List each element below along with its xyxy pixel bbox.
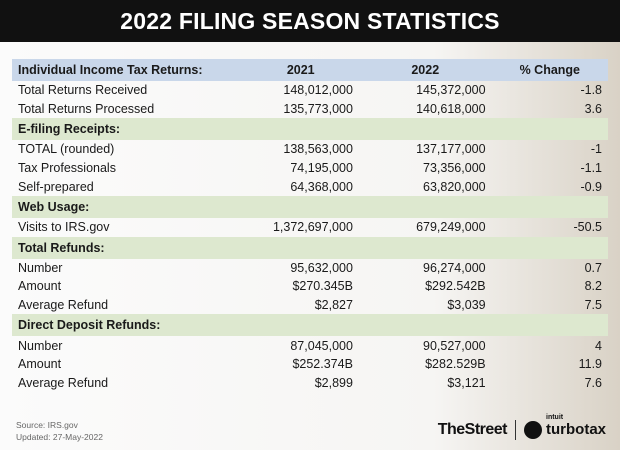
footer-notes: Source: IRS.gov Updated: 27-May-2022	[16, 419, 103, 443]
cell: 95,632,000	[290, 260, 353, 275]
row-label: Total Returns Processed	[18, 101, 155, 116]
table-row: Number 95,632,000 96,274,000 0.7	[12, 259, 608, 278]
cell: $270.345B	[292, 279, 353, 294]
updated: Updated: 27-May-2022	[16, 432, 103, 442]
row-label: Visits to IRS.gov	[18, 220, 110, 235]
cell: 137,177,000	[416, 142, 486, 157]
section-title: E-filing Receipts:	[12, 118, 608, 141]
cell: 96,274,000	[423, 260, 486, 275]
section-row: Total Refunds:	[12, 236, 608, 259]
cell: 11.9	[578, 357, 602, 372]
cell: $3,121	[447, 375, 486, 390]
table-row: TOTAL (rounded) 138,563,000 137,177,000 -1	[12, 140, 608, 159]
cell: -1	[590, 142, 602, 157]
cell: 135,773,000	[283, 101, 353, 116]
row-label: Average Refund	[18, 298, 109, 313]
row-label: Tax Professionals	[18, 161, 116, 176]
header-row: Individual Income Tax Returns: 2021 2022% …	[12, 59, 608, 81]
row-label: Self-prepared	[18, 179, 94, 194]
source: Source: IRS.gov	[16, 420, 78, 430]
row-label: TOTAL (rounded)	[18, 142, 115, 157]
section-title: Direct Deposit Refunds:	[12, 314, 608, 337]
cell: -1.1	[580, 161, 602, 176]
row-label: Average Refund	[18, 375, 109, 390]
table-row: Average Refund $2,899 $3,121 7.6	[12, 374, 608, 393]
table-row: Number 87,045,000 90,527,000 4	[12, 336, 608, 355]
cell: $2,899	[314, 375, 353, 390]
row-label: Amount	[18, 279, 62, 294]
table-row: Total Returns Received 148,012,000 145,372…	[12, 81, 608, 100]
row-label: Number	[18, 338, 63, 353]
table-row: Amount $270.345B $292.542B 8.2	[12, 277, 608, 296]
turbotax-logo: intuit turbotax	[524, 414, 606, 439]
turbotax-wordmark: intuit turbotax	[546, 414, 606, 439]
cell: 138,563,000	[283, 142, 353, 157]
cell: 145,372,000	[416, 83, 486, 98]
cell: $282.529B	[425, 357, 486, 372]
cell: 7.6	[584, 375, 602, 390]
title: 2022 FILING SEASON STATISTICS	[0, 0, 620, 42]
turbotax-icon	[524, 421, 542, 439]
cell: 63,820,000	[423, 179, 486, 194]
cell: 7.5	[584, 298, 602, 313]
section-title: Total Refunds:	[12, 236, 608, 259]
table-row: Total Returns Processed 135,773,000 140,61…	[12, 100, 608, 119]
separator	[515, 420, 516, 440]
section-row: E-filing Receipts:	[12, 118, 608, 141]
table-row: Self-prepared 64,368,000 63,820,000 -0.9	[12, 177, 608, 196]
table-row: Average Refund $2,827 $3,039 7.5	[12, 296, 608, 315]
cell: $3,039	[447, 298, 486, 313]
logos: TheStreet intuit turbotax	[437, 414, 606, 440]
cell: 140,618,000	[416, 101, 486, 116]
row-label: Amount	[18, 357, 62, 372]
stats-table: Individual Income Tax Returns: 2021 2022% …	[12, 59, 608, 392]
cell: -50.5	[573, 220, 603, 235]
cell: 1,372,697,000	[272, 220, 353, 235]
cell: $2,827	[314, 298, 353, 313]
cell: 679,249,000	[416, 220, 486, 235]
table-row: Visits to IRS.gov 1,372,697,000 679,249,00…	[12, 218, 608, 237]
section-row: Direct Deposit Refunds:	[12, 314, 608, 337]
cell: $252.374B	[292, 357, 353, 372]
row-label: Individual Income Tax Returns:	[12, 59, 243, 81]
table-row: Amount $252.374B $282.529B 11.9	[12, 355, 608, 374]
cell: 4	[595, 338, 602, 353]
cell: 90,527,000	[423, 338, 486, 353]
cell: -1.8	[580, 83, 602, 98]
cell: 2022	[358, 59, 492, 81]
cell: % Change	[491, 59, 608, 81]
row-label: Number	[18, 260, 63, 275]
cell: -0.9	[580, 179, 602, 194]
cell: 3.6	[584, 101, 602, 116]
cell: 0.7	[584, 260, 602, 275]
thestreet-logo: TheStreet	[437, 421, 508, 438]
row-label: Total Returns Received	[18, 83, 148, 98]
table-row: Tax Professionals 74,195,000 73,356,000 -1.…	[12, 159, 608, 178]
cell: 148,012,000	[283, 83, 353, 98]
cell: $292.542B	[425, 279, 486, 294]
cell: 2021	[242, 59, 359, 81]
cell: 8.2	[584, 279, 602, 294]
turbotax-text: turbotax	[546, 421, 606, 438]
section-row: Web Usage:	[12, 195, 608, 218]
cell: 64,368,000	[290, 179, 353, 194]
section-title: Web Usage:	[12, 195, 608, 218]
cell: 73,356,000	[423, 161, 486, 176]
intuit-text: intuit	[546, 414, 564, 421]
cell: 74,195,000	[290, 161, 353, 176]
cell: 87,045,000	[290, 338, 353, 353]
